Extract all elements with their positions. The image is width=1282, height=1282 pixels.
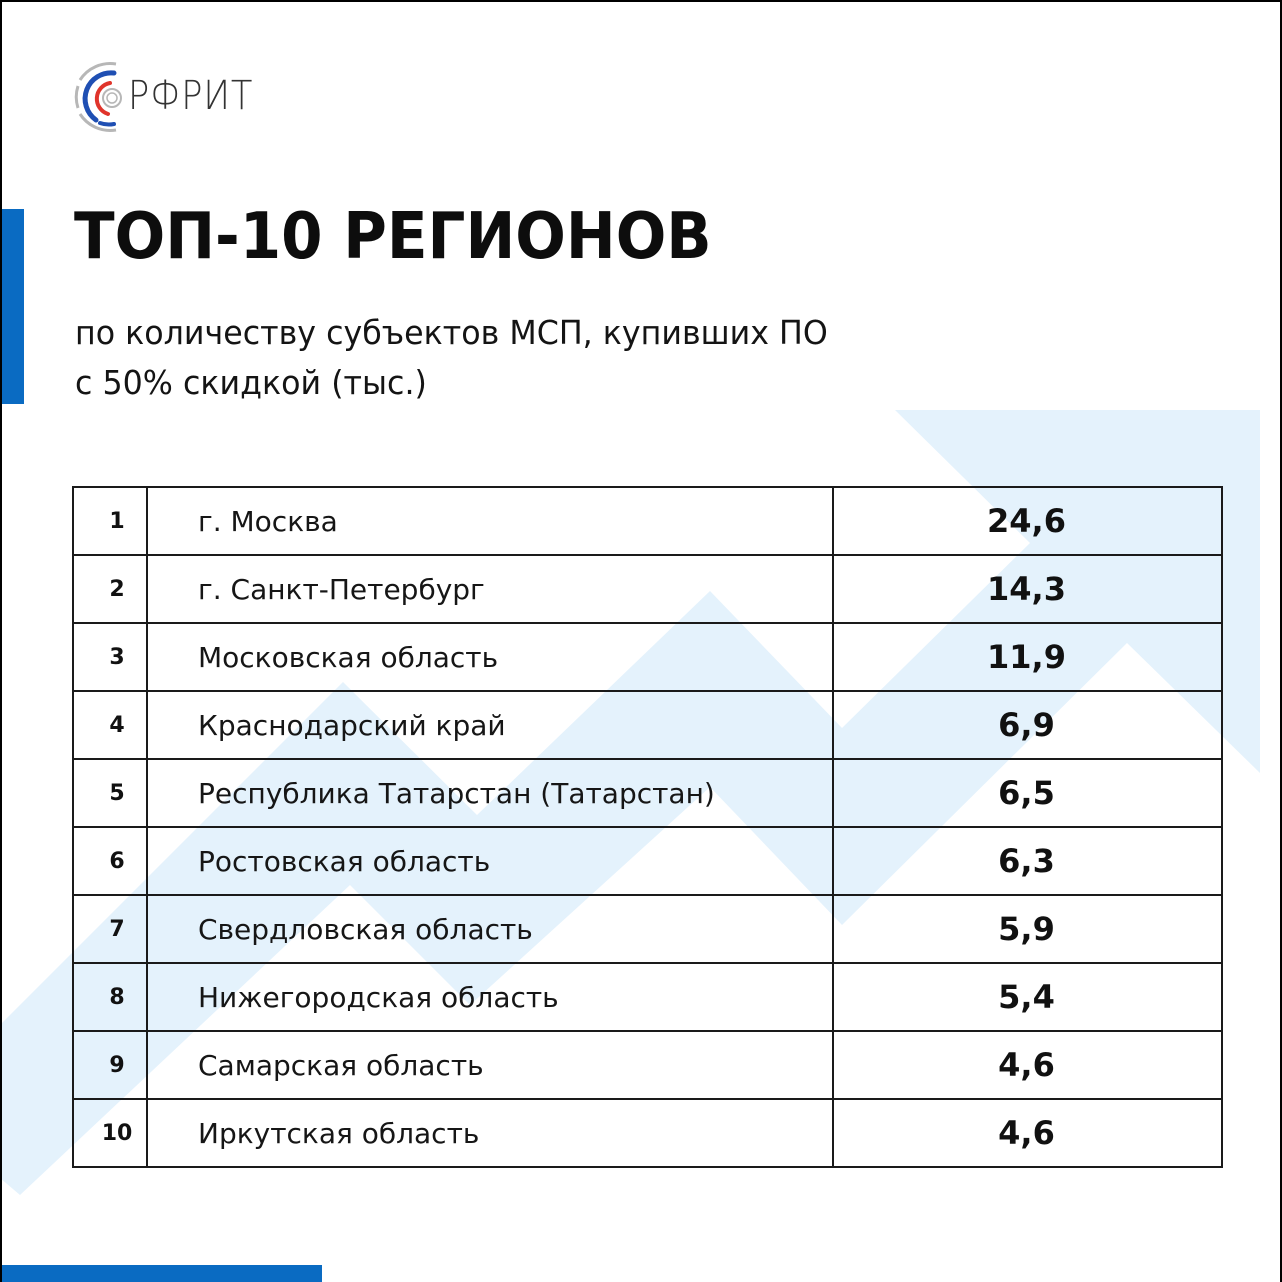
rank-cell: 10 xyxy=(72,1098,148,1168)
rank-cell: 5 xyxy=(72,758,148,828)
table-row: 5 Республика Татарстан (Татарстан) 6,5 xyxy=(72,758,1223,828)
rank-cell: 7 xyxy=(72,894,148,964)
table-row: 1 г. Москва 24,6 xyxy=(72,486,1223,556)
value-cell: 24,6 xyxy=(832,486,1223,556)
subtitle-line-2: с 50% скидкой (тыс.) xyxy=(75,363,427,402)
table-row: 7 Свердловская область 5,9 xyxy=(72,894,1223,964)
rank-cell: 2 xyxy=(72,554,148,624)
subtitle-line-1: по количеству субъектов МСП, купивших ПО xyxy=(75,313,828,352)
rank-cell: 1 xyxy=(72,486,148,556)
brand-logo: РФРИТ xyxy=(70,58,270,134)
rfrit-logo-icon xyxy=(74,62,122,132)
region-cell: г. Москва xyxy=(146,486,834,556)
value-cell: 6,9 xyxy=(832,690,1223,760)
table-row: 9 Самарская область 4,6 xyxy=(72,1030,1223,1100)
logo-wordmark: РФРИТ xyxy=(128,73,254,119)
region-cell: Свердловская область xyxy=(146,894,834,964)
page-subtitle: по количеству субъектов МСП, купивших ПО… xyxy=(75,308,828,408)
table-row: 8 Нижегородская область 5,4 xyxy=(72,962,1223,1032)
bottom-accent-bar xyxy=(2,1265,322,1282)
value-cell: 14,3 xyxy=(832,554,1223,624)
value-cell: 5,9 xyxy=(832,894,1223,964)
value-cell: 6,5 xyxy=(832,758,1223,828)
value-cell: 6,3 xyxy=(832,826,1223,896)
rank-cell: 3 xyxy=(72,622,148,692)
table-row: 2 г. Санкт-Петербург 14,3 xyxy=(72,554,1223,624)
region-cell: г. Санкт-Петербург xyxy=(146,554,834,624)
page-title: ТОП-10 РЕГИОНОВ xyxy=(74,200,712,274)
region-cell: Иркутская область xyxy=(146,1098,834,1168)
region-cell: Ростовская область xyxy=(146,826,834,896)
table-row: 4 Краснодарский край 6,9 xyxy=(72,690,1223,760)
rank-cell: 4 xyxy=(72,690,148,760)
value-cell: 4,6 xyxy=(832,1098,1223,1168)
region-cell: Нижегородская область xyxy=(146,962,834,1032)
value-cell: 5,4 xyxy=(832,962,1223,1032)
region-cell: Краснодарский край xyxy=(146,690,834,760)
region-cell: Республика Татарстан (Татарстан) xyxy=(146,758,834,828)
value-cell: 4,6 xyxy=(832,1030,1223,1100)
region-cell: Московская область xyxy=(146,622,834,692)
table-row: 3 Московская область 11,9 xyxy=(72,622,1223,692)
table-row: 6 Ростовская область 6,3 xyxy=(72,826,1223,896)
rank-cell: 6 xyxy=(72,826,148,896)
regions-table: 1 г. Москва 24,6 2 г. Санкт-Петербург 14… xyxy=(72,486,1223,1168)
left-accent-bar xyxy=(2,209,24,404)
table-row: 10 Иркутская область 4,6 xyxy=(72,1098,1223,1168)
region-cell: Самарская область xyxy=(146,1030,834,1100)
value-cell: 11,9 xyxy=(832,622,1223,692)
rank-cell: 8 xyxy=(72,962,148,1032)
rank-cell: 9 xyxy=(72,1030,148,1100)
